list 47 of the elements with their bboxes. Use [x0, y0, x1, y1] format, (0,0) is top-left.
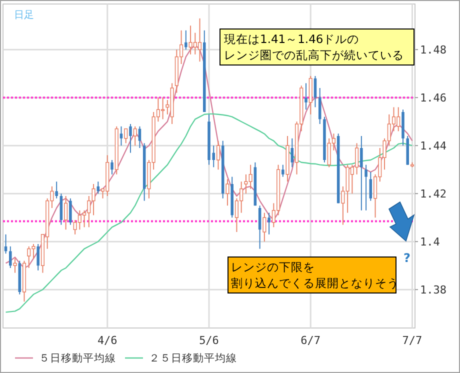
- x-tick-label: 4/6: [97, 334, 118, 347]
- candlestick: [262, 212, 266, 242]
- annotation: 日足: [14, 10, 34, 21]
- y-tick-label: 1.42: [420, 187, 446, 200]
- y-tick-label: 1.44: [420, 139, 447, 152]
- candlestick: [318, 88, 322, 124]
- candlestick: [69, 198, 72, 226]
- candlestick: [120, 126, 123, 146]
- candlestick: [258, 205, 262, 250]
- candlestick: [198, 18, 202, 62]
- legend-label: ５日移動平均線: [39, 352, 116, 365]
- candlestick: [216, 140, 220, 170]
- y-tick-label: 1.4: [420, 235, 440, 248]
- candlestick: [304, 82, 308, 110]
- annotation: ?: [404, 251, 411, 265]
- y-tick-label: 1.38: [420, 283, 446, 296]
- candlestick: [13, 258, 17, 274]
- candlestick: [184, 30, 188, 50]
- candlestick: [55, 181, 58, 199]
- x-tick-label: 7/7: [402, 334, 422, 347]
- candlestick: [360, 136, 363, 211]
- y-tick-label: 1.46: [420, 91, 446, 104]
- x-tick-label: 5/6: [199, 334, 219, 347]
- annotation: 割り込んでくる展開となりそう: [231, 276, 399, 290]
- candlestick: [133, 126, 137, 146]
- candlestick: [124, 128, 128, 144]
- candlestick: [268, 212, 270, 235]
- candlestick: [308, 76, 312, 115]
- line-series: [5, 113, 413, 313]
- candlestick: [60, 193, 63, 226]
- candlestick: [290, 138, 294, 168]
- annotation: レンジの下限を: [231, 260, 315, 274]
- y-tick-label: 1.48: [420, 43, 446, 56]
- annotation: 現在は1.41～1.46ドルの: [224, 32, 360, 46]
- candlestick: [226, 178, 230, 206]
- candlestick: [364, 164, 368, 211]
- candlestick: [9, 246, 12, 268]
- candlestick: [369, 172, 372, 202]
- candlestick: [138, 126, 142, 148]
- annotation: レンジ圏での乱高下が続いている: [224, 48, 404, 62]
- candlestick: [36, 244, 40, 271]
- candlestick: [110, 160, 114, 175]
- candlestick: [282, 164, 284, 178]
- candlestick: [64, 196, 68, 230]
- candlestick: [129, 124, 132, 154]
- x-tick-label: 6/7: [300, 334, 321, 347]
- legend-label: ２５日移動平均線: [149, 352, 237, 365]
